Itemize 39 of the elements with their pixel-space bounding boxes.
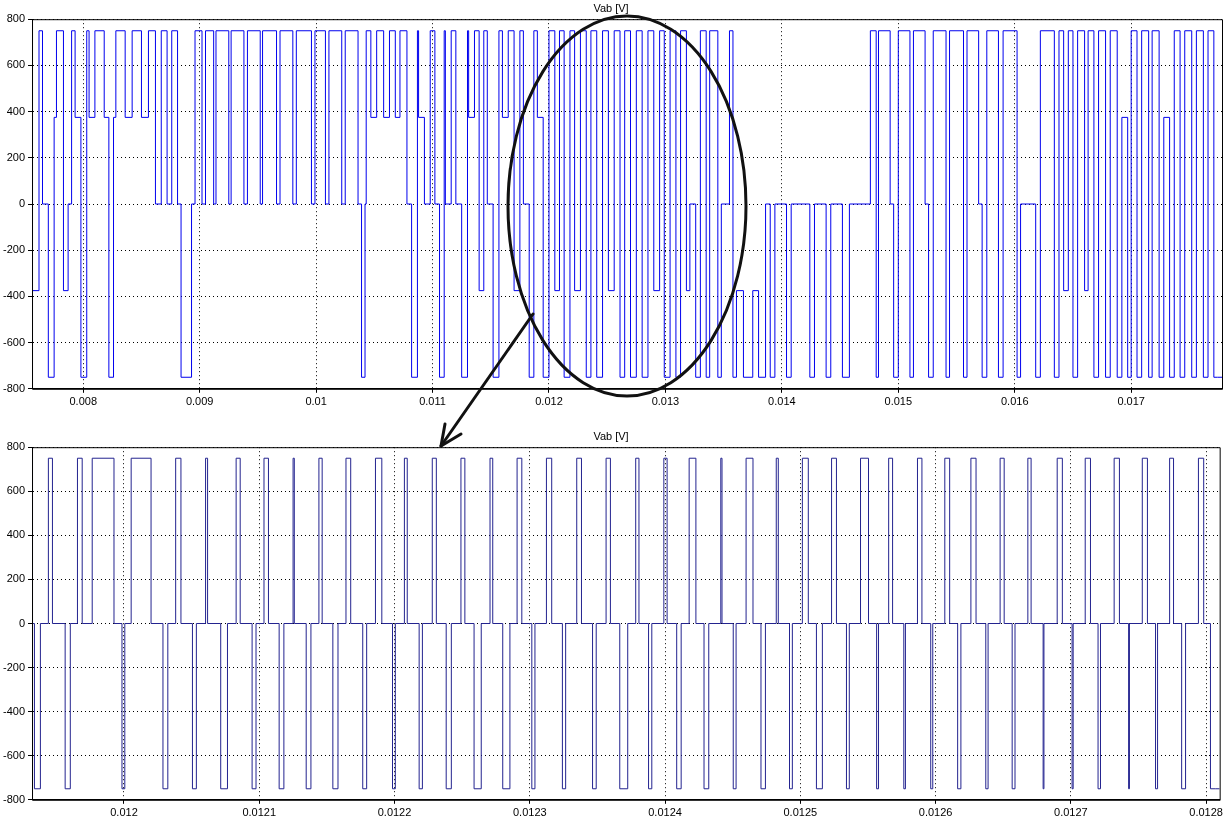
x-tick-label: 0.017 (1117, 395, 1145, 408)
y-tick-label: -600 (2, 335, 26, 348)
y-tick-label: 600 (6, 58, 26, 71)
y-tick-label: 800 (6, 12, 26, 25)
x-tick-label: 0.0126 (918, 806, 953, 819)
x-tick-label: 0.013 (651, 395, 680, 408)
y-tick-label: 0 (18, 197, 26, 210)
y-tick-label: -600 (2, 748, 26, 761)
x-tick-label: 0.0125 (783, 806, 818, 819)
x-tick-label: 0.016 (1000, 395, 1029, 408)
x-tick-label: 0.0127 (1054, 806, 1088, 819)
x-tick-label: 0.0128 (1189, 806, 1223, 819)
x-tick-label: 0.0121 (242, 806, 277, 819)
y-tick-label: 0 (18, 616, 26, 629)
x-tick-label: 0.0124 (648, 806, 682, 819)
y-tick-label: -800 (2, 792, 26, 805)
x-tick-label: 0.0123 (512, 806, 547, 819)
y-tick-label: 400 (6, 528, 26, 541)
y-tick-label: -200 (2, 243, 26, 256)
x-tick-label: 0.012 (110, 806, 138, 819)
x-tick-label: 0.012 (535, 395, 563, 408)
x-tick-label: 0.008 (69, 395, 98, 408)
x-tick-label: 0.009 (185, 395, 214, 408)
x-tick-label: 0.01 (305, 395, 327, 408)
x-tick-label: 0.011 (419, 395, 446, 408)
y-tick-label: 600 (6, 484, 26, 497)
y-tick-label: -400 (2, 704, 26, 717)
y-tick-label: 200 (6, 572, 26, 585)
y-tick-label: -200 (2, 660, 26, 673)
chart-title: Vab [V] (593, 1, 629, 14)
y-tick-label: 400 (6, 104, 26, 117)
x-tick-label: 0.014 (768, 395, 796, 408)
chart-title: Vab [V] (593, 429, 629, 442)
y-tick-label: 800 (6, 440, 26, 453)
y-tick-label: 200 (6, 150, 26, 163)
x-tick-label: 0.015 (884, 395, 913, 408)
y-tick-label: -400 (2, 289, 26, 302)
y-tick-label: -800 (2, 381, 26, 394)
x-tick-label: 0.0122 (377, 806, 412, 819)
